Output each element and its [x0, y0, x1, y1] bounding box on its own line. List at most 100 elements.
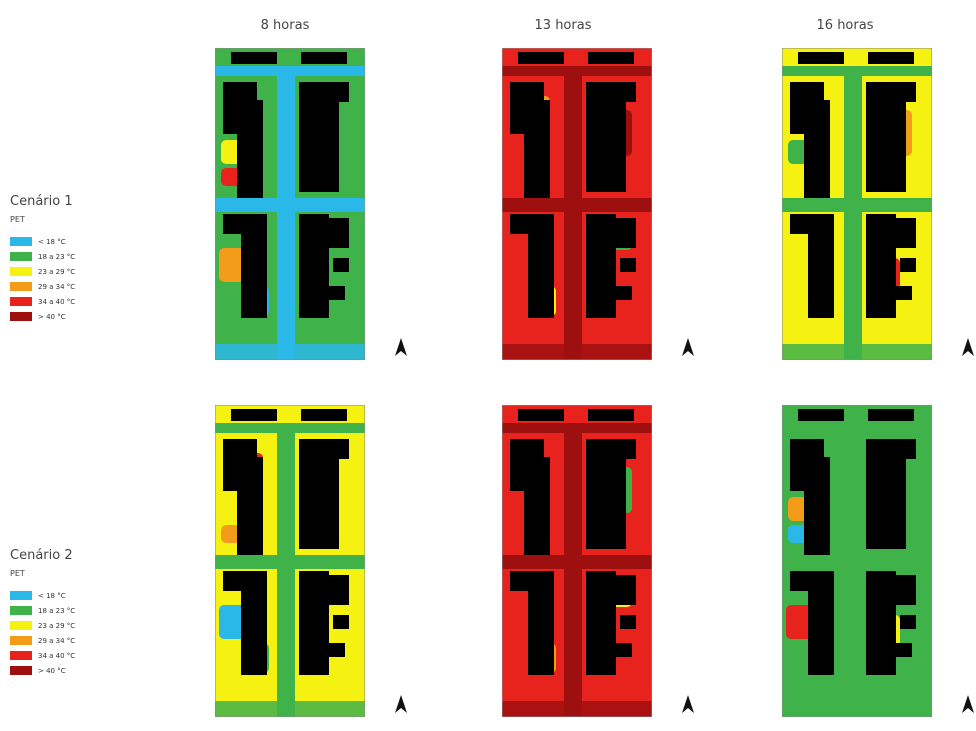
legend-label: 34 a 40 °C	[38, 651, 76, 660]
building-block	[868, 52, 914, 64]
building-block	[616, 286, 632, 300]
scenario-2-legend: Cenário 2 PET < 18 °C 18 a 23 °C 23 a 29…	[10, 548, 75, 678]
building-block	[868, 409, 914, 421]
legend-swatch	[10, 282, 32, 291]
building-block	[616, 575, 636, 605]
street-vertical	[844, 423, 862, 717]
north-arrow-icon	[682, 338, 694, 360]
thermal-map	[502, 48, 652, 360]
street-top	[782, 423, 932, 433]
legend-swatch	[10, 591, 32, 600]
building-block	[299, 571, 329, 675]
thermal-map	[782, 405, 932, 717]
building-block	[896, 575, 916, 605]
north-arrow-shape	[682, 338, 694, 356]
thermal-map-svg	[782, 48, 932, 360]
building-block	[798, 52, 844, 64]
legend-label: < 18 °C	[38, 237, 66, 246]
legend-swatch	[10, 666, 32, 675]
building-block	[333, 82, 349, 102]
thermal-map-svg	[502, 48, 652, 360]
building-block	[518, 409, 564, 421]
north-arrow-icon	[962, 695, 974, 717]
north-arrow-shape	[962, 695, 974, 713]
street-top	[215, 66, 365, 76]
building-block	[524, 457, 550, 555]
building-block	[241, 214, 267, 318]
building-block	[528, 571, 554, 675]
scenario-2-index-label: PET	[10, 569, 25, 578]
building-block	[896, 218, 916, 248]
street-top	[502, 423, 652, 433]
north-arrow-shape	[682, 695, 694, 713]
scenario-1-index-label: PET	[10, 215, 25, 224]
building-block	[866, 214, 896, 318]
street-vertical	[277, 423, 295, 717]
legend-swatch	[10, 252, 32, 261]
north-arrow-icon	[395, 695, 407, 717]
bottom-strip	[502, 344, 652, 360]
north-arrow-icon	[682, 695, 694, 717]
building-block	[301, 52, 347, 64]
building-block	[804, 457, 830, 555]
legend-item: 18 a 23 °C	[10, 603, 75, 618]
building-block	[616, 643, 632, 657]
north-arrow-shape	[962, 338, 974, 356]
thermal-map	[502, 405, 652, 717]
building-block	[586, 214, 616, 318]
legend-swatch	[10, 297, 32, 306]
legend-item: 34 a 40 °C	[10, 648, 75, 663]
north-arrow-icon	[395, 338, 407, 360]
street-vertical	[277, 66, 295, 360]
legend-item: 34 a 40 °C	[10, 294, 75, 309]
building-block	[586, 571, 616, 675]
bottom-strip	[782, 344, 932, 360]
scenario-2-title: Cenário 2	[10, 548, 73, 563]
building-block	[866, 571, 896, 675]
legend-label: 18 a 23 °C	[38, 606, 76, 615]
legend-swatch	[10, 621, 32, 630]
street-horizontal	[502, 198, 652, 212]
street-top	[215, 423, 365, 433]
building-block	[299, 82, 339, 192]
temperature-patch	[221, 525, 241, 543]
street-horizontal	[782, 198, 932, 212]
legend-item: > 40 °C	[10, 309, 75, 324]
legend-item: 23 a 29 °C	[10, 264, 75, 279]
building-block	[524, 100, 550, 198]
building-block	[329, 286, 345, 300]
legend-label: < 18 °C	[38, 591, 66, 600]
thermal-map-svg	[502, 405, 652, 717]
scenario-1-title: Cenário 1	[10, 194, 73, 209]
legend-list: < 18 °C 18 a 23 °C 23 a 29 °C 29 a 34 °C…	[10, 588, 75, 678]
building-block	[299, 439, 339, 549]
street-horizontal	[782, 555, 932, 569]
street-vertical	[564, 423, 582, 717]
building-block	[900, 439, 916, 459]
legend-item: 29 a 34 °C	[10, 633, 75, 648]
legend-list: < 18 °C 18 a 23 °C 23 a 29 °C 29 a 34 °C…	[10, 234, 75, 324]
thermal-map	[782, 48, 932, 360]
legend-label: 23 a 29 °C	[38, 267, 76, 276]
street-top	[502, 66, 652, 76]
street-horizontal	[502, 555, 652, 569]
building-block	[896, 286, 912, 300]
legend-label: 34 a 40 °C	[38, 297, 76, 306]
street-vertical	[564, 66, 582, 360]
building-block	[588, 409, 634, 421]
thermal-map-svg	[215, 405, 365, 717]
building-block	[588, 52, 634, 64]
street-horizontal	[215, 198, 365, 212]
building-block	[586, 82, 626, 192]
building-block	[620, 439, 636, 459]
legend-item: 29 a 34 °C	[10, 279, 75, 294]
building-block	[299, 214, 329, 318]
legend-label: 18 a 23 °C	[38, 252, 76, 261]
building-block	[866, 439, 906, 549]
building-block	[900, 615, 916, 629]
north-arrow-shape	[395, 338, 407, 356]
legend-label: 29 a 34 °C	[38, 282, 76, 291]
temperature-patch	[221, 168, 241, 186]
building-block	[866, 82, 906, 192]
building-block	[333, 439, 349, 459]
